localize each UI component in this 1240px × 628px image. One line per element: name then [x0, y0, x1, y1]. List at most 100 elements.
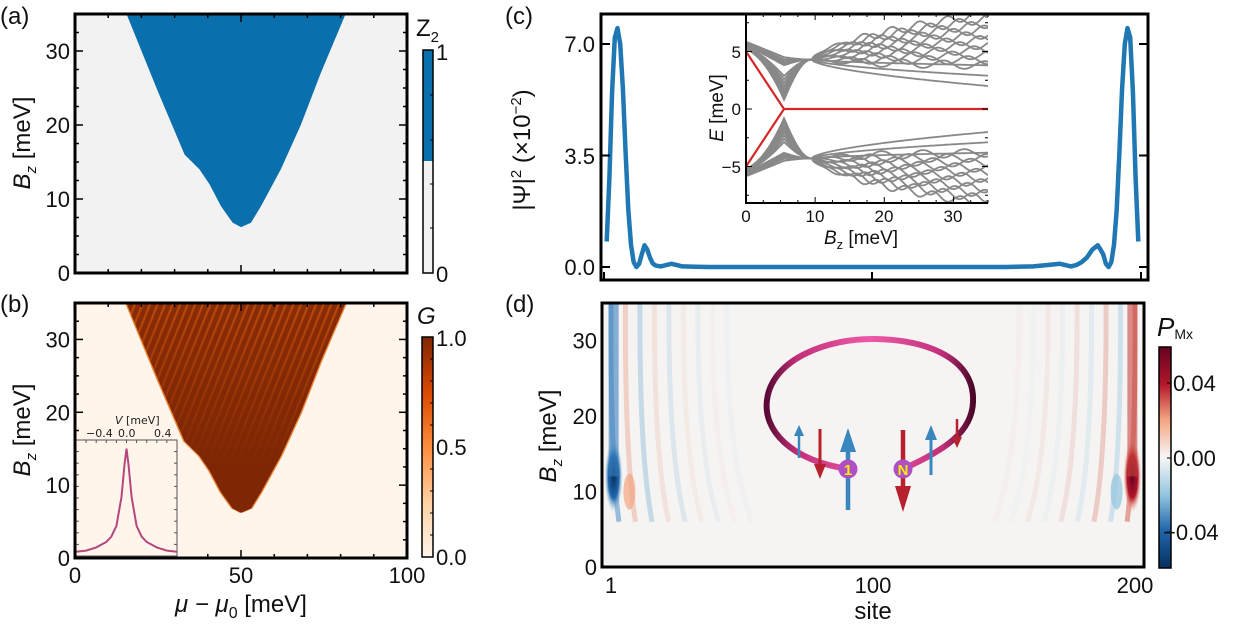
panel-a-colorbar-label: Z2: [416, 15, 439, 46]
y-tick-label: 10: [46, 187, 70, 212]
spin-arrow-down-small-right: [952, 419, 962, 448]
spin-arrow-down-left: [814, 429, 826, 479]
panel-c-inset: 0 10 20 30 5 0 −5 Bz [meV] E [meV]: [707, 14, 989, 252]
panel-c-inset-ytick: −5: [722, 158, 741, 177]
polarization-stripe-right: [1091, 303, 1109, 523]
panel-d-label: (d): [505, 291, 534, 318]
inset-bulk-band: [746, 41, 988, 78]
polarization-stripe-left: [666, 303, 688, 523]
inset-bulk-band: [746, 48, 988, 102]
panel-d-frame: [600, 301, 1146, 569]
y-tick-label: 0: [585, 555, 597, 580]
polarization-stripe-right: [1074, 303, 1095, 523]
polarization-stripe-left: [695, 303, 721, 523]
inset-bulk-band: [746, 119, 988, 171]
panel-a-label: (a): [0, 3, 29, 30]
panel-a-colorbar-tick-0: 0: [436, 262, 448, 287]
inset-bulk-band: [746, 154, 988, 194]
panel-b-colorbar-label: G: [417, 303, 436, 330]
panel-b-inset-xtick: 0.0: [118, 427, 136, 440]
x-tick-label: 100: [389, 563, 426, 588]
spin-arrow-up-small-left: [794, 425, 804, 458]
y-tick-label: 0: [58, 261, 70, 286]
y-tick-label: 30: [46, 327, 70, 352]
inset-bulk-band: [746, 35, 988, 67]
panel-b-inset-frame: [75, 439, 178, 557]
x-tick-label: 50: [229, 563, 253, 588]
panel-d: (d): [505, 291, 1219, 625]
panel-b-conductance-stripes: [126, 303, 346, 513]
ring-schematic: 1 N: [763, 335, 977, 512]
inset-bulk-band: [746, 151, 988, 183]
panel-a-colorbar-bottom: [423, 161, 433, 273]
panel-d-xtick: 1: [605, 573, 617, 598]
panel-d-background: [602, 303, 1144, 567]
panel-c-inset-ytick: 5: [732, 43, 741, 62]
inset-bulk-band: [746, 24, 988, 64]
panel-c-label: (c): [505, 3, 533, 30]
panel-a-colorbar-frame: [422, 49, 434, 274]
inset-bulk-band: [746, 126, 988, 172]
inset-bulk-band: [746, 46, 988, 88]
panel-b-colorbar-tick: 0.0: [436, 545, 467, 570]
panel-b-frame: [73, 301, 409, 560]
inset-bulk-band: [746, 14, 988, 61]
site-1-label: 1: [844, 462, 852, 479]
panel-b-inset-xtick: 0.4: [154, 427, 172, 440]
inset-bulk-band: [746, 46, 988, 92]
panel-c-wavefunction-line: [604, 25, 1141, 270]
inset-bulk-band: [746, 47, 988, 99]
panel-d-colorbar-label: PMx: [1157, 312, 1193, 342]
y-tick-label: 20: [46, 400, 70, 425]
panel-a-colorbar-tick-1: 1: [436, 40, 448, 65]
inset-bulk-band: [746, 14, 988, 61]
panel-b-inset-xlabel: V [meV]: [115, 414, 160, 427]
polarization-stripe-left: [709, 303, 738, 523]
panel-b-inset-curve: [75, 448, 178, 553]
panel-c-inset-ytick: 0: [732, 100, 741, 119]
panel-d-xlabel: site: [854, 598, 891, 625]
panel-c-ylabel: |Ψ|2 (×10−2): [508, 89, 536, 210]
polarization-weak: [1110, 473, 1123, 510]
panel-c-ytick: 7.0: [564, 32, 595, 57]
panel-d-polarization-map: [604, 303, 1142, 523]
y-tick-label: 30: [573, 329, 597, 354]
polarization-stripe-left: [651, 303, 672, 523]
site-1-node: [838, 459, 858, 479]
polarization-stripe-right: [1041, 303, 1066, 523]
inset-bulk-band: [746, 157, 988, 203]
inset-bulk-band: [746, 130, 988, 172]
panel-d-colorbar-tick: 0.00: [1173, 446, 1216, 471]
panel-a-frame: [73, 12, 409, 275]
panel-b-inset-xtick: −0.4: [86, 427, 113, 440]
panel-d-y-ticks: 0 10 20 30: [573, 329, 597, 580]
panel-c-inset-bulk-bands: [746, 14, 988, 203]
panel-d-colorbar-tick: −0.04: [1163, 520, 1219, 545]
panel-c-inset-xtick: 0: [741, 207, 750, 226]
panel-c: (c) 0 10 20 30 5 0 −5 Bz [meV] E [me: [505, 3, 1150, 282]
panel-c-inset-xtick: 30: [944, 207, 963, 226]
x-tick-label: 0: [69, 563, 81, 588]
inset-bulk-band: [746, 155, 988, 197]
panel-c-inset-axes: [745, 14, 988, 204]
inset-bulk-band: [746, 140, 988, 177]
polarization-band: [1127, 303, 1138, 477]
panel-c-inset-xtick: 20: [875, 207, 894, 226]
panel-b-inset: −0.4 0.0 0.4 V [meV]: [75, 414, 178, 557]
panel-b-ylabel: Bz [meV]: [9, 384, 40, 477]
site-N-node: [893, 459, 913, 479]
panel-b-colorbar-tick: 0.5: [436, 435, 467, 460]
panel-c-inset-xtick: 10: [806, 207, 825, 226]
panel-a-topological-region: [126, 14, 346, 228]
panel-d-ylabel: Bz [meV]: [535, 390, 566, 483]
y-tick-label: 10: [46, 473, 70, 498]
polarization-band: [608, 303, 619, 477]
panel-c-inset-majorana-band: [746, 50, 988, 168]
panel-c-ytick: 0.0: [564, 255, 595, 280]
panel-b-colorbar: [421, 336, 434, 558]
y-tick-label: 10: [573, 480, 597, 505]
panel-a: (a) 0 10 20 30 Bz [meV] Z2 1 0: [0, 3, 448, 287]
panel-d-xtick: 200: [1117, 573, 1154, 598]
